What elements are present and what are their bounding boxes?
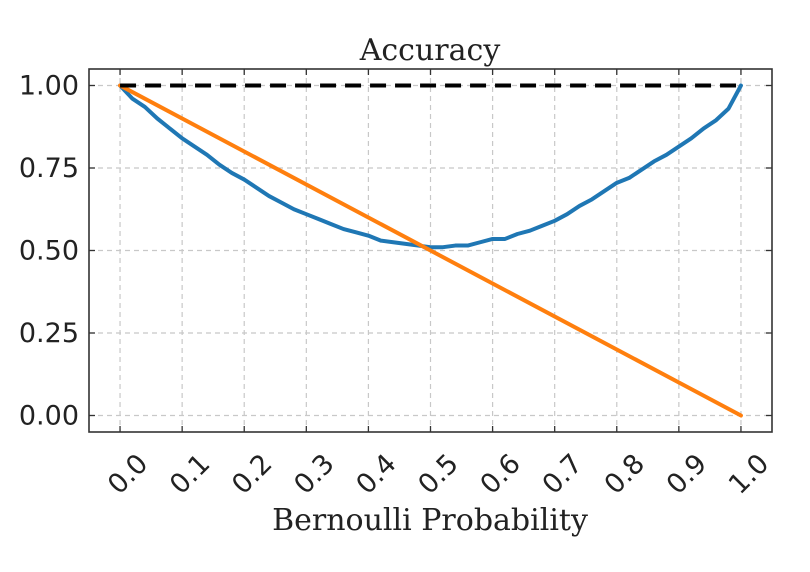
x-tick-label: 0.0: [102, 448, 154, 500]
ticks: 0.0 0.1 0.2 0.3 0.4 0.5 0.6 0.7 0.8 0.9 1.0 0.00 0.2…: [19, 69, 775, 501]
x-tick-label: 0.1: [164, 448, 216, 500]
plot-area: [118, 83, 743, 418]
y-tick-label: 1.00: [19, 71, 79, 102]
y-tick-label: 0.50: [19, 236, 79, 267]
x-tick-label: 0.8: [599, 448, 651, 500]
y-tick-label: 0.00: [19, 401, 79, 432]
series-line-orange: [118, 83, 743, 418]
x-tick-label: 0.2: [226, 448, 278, 500]
x-tick-label: 1.0: [723, 448, 775, 500]
x-tick-label: 0.4: [350, 448, 402, 500]
y-tick-label: 0.25: [19, 318, 79, 349]
chart-title: Accuracy: [359, 33, 501, 68]
x-tick-label: 0.9: [661, 448, 713, 500]
x-tick-label: 0.3: [288, 448, 340, 500]
x-tick-label: 0.7: [537, 448, 589, 500]
x-tick-label: 0.5: [412, 448, 464, 500]
x-tick-label: 0.6: [475, 448, 527, 500]
x-axis-label: Bernoulli Probability: [272, 503, 588, 538]
series-line-blue: [118, 83, 743, 250]
y-tick-label: 0.75: [19, 153, 79, 184]
